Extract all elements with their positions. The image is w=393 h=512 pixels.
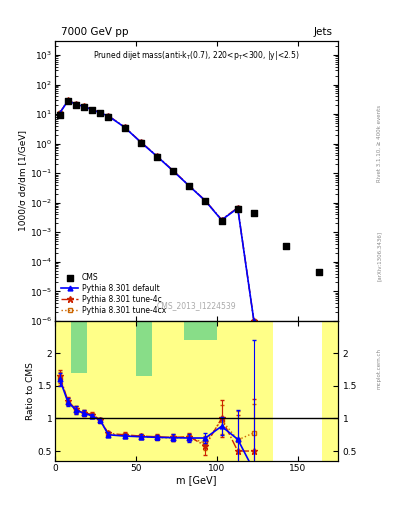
Pythia 8.301 tune-4c: [235, 205, 240, 211]
Text: 7000 GeV pp: 7000 GeV pp: [61, 27, 128, 37]
Pythia 8.301 default: [90, 106, 95, 113]
Pythia 8.301 tune-4cx: [171, 167, 175, 174]
Pythia 8.301 tune-4c: [154, 153, 159, 159]
Pythia 8.301 default: [66, 98, 70, 104]
Pythia 8.301 default: [106, 113, 111, 119]
Pythia 8.301 tune-4cx: [66, 97, 70, 103]
Pythia 8.301 tune-4cx: [90, 106, 95, 113]
Pythia 8.301 tune-4c: [90, 106, 95, 113]
Pythia 8.301 default: [235, 205, 240, 211]
X-axis label: m [GeV]: m [GeV]: [176, 475, 217, 485]
Pythia 8.301 tune-4cx: [187, 183, 191, 189]
Pythia 8.301 tune-4c: [73, 101, 78, 107]
CMS: [235, 205, 241, 214]
Pythia 8.301 tune-4cx: [73, 101, 78, 107]
Pythia 8.301 default: [187, 183, 191, 189]
Pythia 8.301 default: [122, 124, 127, 130]
Legend: CMS, Pythia 8.301 default, Pythia 8.301 tune-4c, Pythia 8.301 tune-4cx: CMS, Pythia 8.301 default, Pythia 8.301 …: [59, 271, 168, 317]
CMS: [170, 167, 176, 176]
Text: Pruned dijet mass(anti-k$_\mathsf{T}$(0.7), 220<p$_\mathsf{T}$<300, |y|<2.5): Pruned dijet mass(anti-k$_\mathsf{T}$(0.…: [93, 49, 300, 62]
Pythia 8.301 default: [98, 110, 103, 116]
Pythia 8.301 tune-4c: [219, 217, 224, 223]
CMS: [202, 198, 209, 206]
Pythia 8.301 tune-4c: [98, 110, 103, 116]
Pythia 8.301 tune-4cx: [122, 124, 127, 130]
Text: CMS_2013_I1224539: CMS_2013_I1224539: [157, 301, 236, 310]
Pythia 8.301 tune-4cx: [219, 217, 224, 223]
Pythia 8.301 tune-4c: [138, 139, 143, 145]
Pythia 8.301 tune-4c: [171, 167, 175, 174]
Pythia 8.301 tune-4cx: [98, 110, 103, 116]
Pythia 8.301 default: [73, 101, 78, 108]
CMS: [121, 124, 128, 132]
CMS: [283, 242, 289, 250]
Pythia 8.301 tune-4cx: [57, 110, 62, 116]
Pythia 8.301 tune-4cx: [154, 153, 159, 159]
Pythia 8.301 default: [57, 110, 62, 116]
Pythia 8.301 tune-4c: [57, 110, 62, 116]
Text: [arXiv:1306.3436]: [arXiv:1306.3436]: [377, 231, 382, 281]
Pythia 8.301 default: [82, 103, 86, 110]
Text: Jets: Jets: [313, 27, 332, 37]
Pythia 8.301 tune-4cx: [138, 139, 143, 145]
Line: Pythia 8.301 tune-4c: Pythia 8.301 tune-4c: [57, 97, 257, 324]
CMS: [73, 100, 79, 109]
Text: Rivet 3.1.10, ≥ 400k events: Rivet 3.1.10, ≥ 400k events: [377, 105, 382, 182]
CMS: [251, 209, 257, 217]
Pythia 8.301 tune-4c: [82, 103, 86, 109]
Pythia 8.301 default: [219, 217, 224, 223]
Pythia 8.301 tune-4cx: [203, 198, 208, 204]
Pythia 8.301 default: [203, 198, 208, 204]
Pythia 8.301 tune-4c: [106, 113, 111, 119]
Pythia 8.301 tune-4c: [203, 198, 208, 204]
Pythia 8.301 default: [154, 153, 159, 159]
Pythia 8.301 tune-4c: [252, 318, 256, 324]
Pythia 8.301 tune-4c: [122, 124, 127, 130]
CMS: [186, 182, 192, 190]
CMS: [316, 268, 322, 276]
Pythia 8.301 default: [171, 168, 175, 174]
CMS: [89, 106, 95, 114]
Pythia 8.301 tune-4cx: [106, 113, 111, 119]
Pythia 8.301 tune-4c: [187, 182, 191, 188]
CMS: [138, 139, 144, 147]
Pythia 8.301 tune-4c: [66, 97, 70, 103]
CMS: [219, 217, 225, 225]
Y-axis label: 1000/σ dσ/dm [1/GeV]: 1000/σ dσ/dm [1/GeV]: [18, 131, 27, 231]
Text: mcplot.cern.ch: mcplot.cern.ch: [377, 348, 382, 389]
CMS: [65, 97, 71, 105]
Pythia 8.301 default: [252, 318, 256, 324]
CMS: [81, 103, 87, 111]
CMS: [105, 113, 112, 121]
CMS: [97, 110, 103, 118]
CMS: [154, 153, 160, 161]
CMS: [57, 111, 63, 119]
Line: Pythia 8.301 tune-4cx: Pythia 8.301 tune-4cx: [57, 98, 256, 323]
Pythia 8.301 tune-4cx: [235, 205, 240, 211]
Y-axis label: Ratio to CMS: Ratio to CMS: [26, 362, 35, 420]
Pythia 8.301 tune-4cx: [252, 318, 256, 324]
Pythia 8.301 tune-4cx: [82, 103, 86, 110]
Pythia 8.301 default: [138, 139, 143, 145]
Line: Pythia 8.301 default: Pythia 8.301 default: [57, 98, 256, 323]
